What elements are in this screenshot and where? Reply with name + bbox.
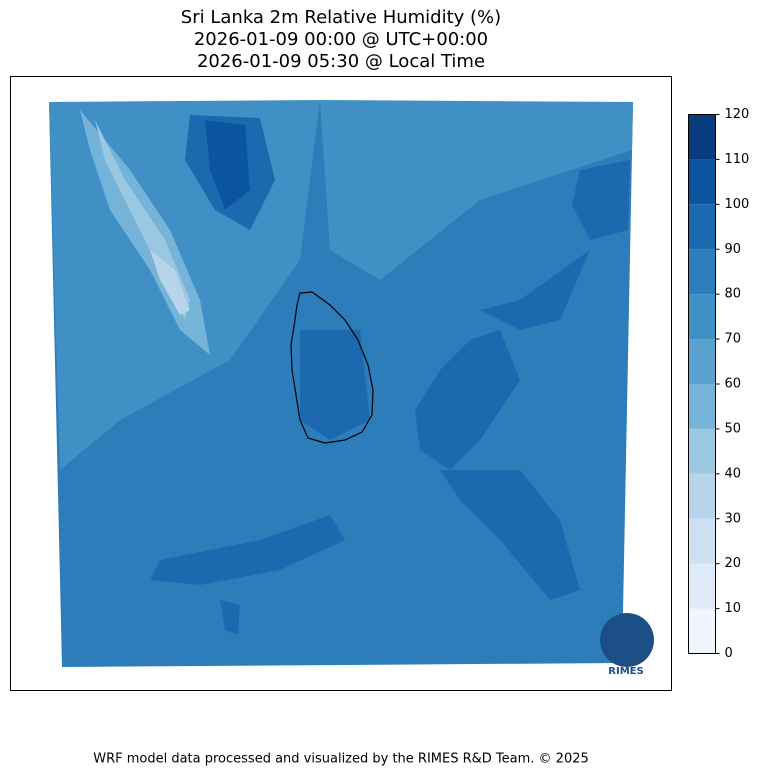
colorbar-tick-label: 80 <box>725 287 742 302</box>
colorbar-bin <box>688 159 716 205</box>
footer: WRF model data processed and visualized … <box>93 752 589 767</box>
logo-emblem <box>600 613 654 667</box>
colorbar-bin <box>688 563 716 609</box>
sri-lanka-outline <box>290 291 374 444</box>
colorbar-tick-label: 100 <box>725 197 750 212</box>
colorbar-frame <box>688 114 716 654</box>
colorbar-tick-label: 50 <box>725 421 742 436</box>
title-line: Sri Lanka 2m Relative Humidity (%) <box>181 7 501 28</box>
colorbar-bin <box>688 204 716 250</box>
colorbar-tick-label: 0 <box>725 646 733 661</box>
colorbar-bin <box>688 114 716 160</box>
colorbar-tick-label: 120 <box>725 107 750 122</box>
colorbar-bin <box>688 339 716 384</box>
colorbar-bin <box>688 428 716 474</box>
colorbar-tick-label: 30 <box>725 511 742 526</box>
colorbar-tick-label: 110 <box>725 152 750 167</box>
colorbar-bin <box>688 473 716 519</box>
colorbar-tick-label: 10 <box>725 601 742 616</box>
colorbar: 0 10 20 30 40 50 60 70 80 90 100 110 120 <box>688 107 750 661</box>
humidity-field <box>49 100 633 667</box>
colorbar-tick-label: 40 <box>725 466 742 481</box>
colorbar-tick-label: 60 <box>725 377 742 392</box>
colorbar-tick-label: 20 <box>725 556 742 571</box>
colorbar-bin <box>688 518 716 564</box>
colorbar-bin <box>688 384 716 429</box>
colorbar-bin <box>688 608 716 654</box>
colorbar-tick-label: 90 <box>725 242 742 257</box>
title-line: 2026-01-09 00:00 @ UTC+00:00 <box>194 29 488 50</box>
colorbar-bin <box>688 249 716 295</box>
logo-text: RIMES <box>608 666 643 677</box>
colorbar-tick-label: 70 <box>725 332 742 347</box>
colorbar-bin <box>688 294 716 340</box>
title-line: 2026-01-09 05:30 @ Local Time <box>197 51 485 72</box>
